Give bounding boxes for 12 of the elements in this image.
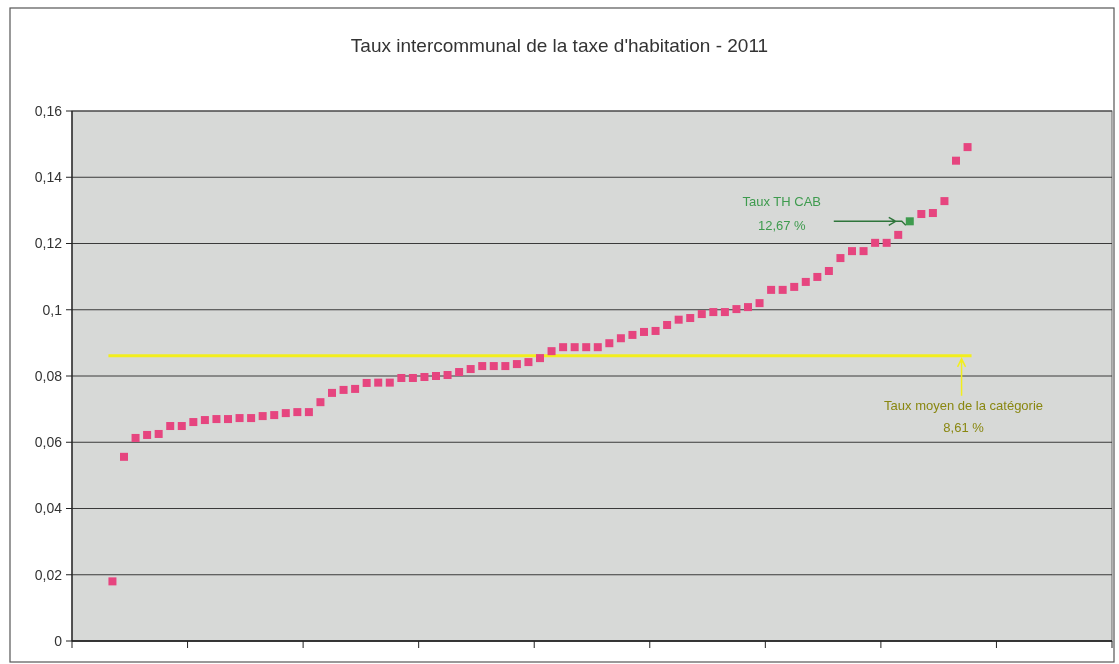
- y-tick-label: 0: [54, 632, 63, 649]
- y-tick-label: 0,16: [34, 102, 63, 119]
- y-tick-label: 0,08: [34, 367, 63, 384]
- y-tick-label: 0,14: [34, 169, 63, 186]
- y-tick-label: 0,06: [34, 434, 63, 451]
- ref-line-label: Taux moyen de la catégorie 8,61 %: [884, 397, 1044, 435]
- y-tick-label: 0,1: [42, 301, 63, 318]
- y-tick-label: 0,12: [34, 235, 63, 252]
- y-tick-label: 0,04: [34, 500, 63, 517]
- annotation: Taux TH CAB 12,67 %: [742, 193, 822, 233]
- y-tick-label: 0,02: [34, 566, 63, 583]
- chart-title: Taux intercommunal de la taxe d'habitation - 2011: [350, 35, 769, 56]
